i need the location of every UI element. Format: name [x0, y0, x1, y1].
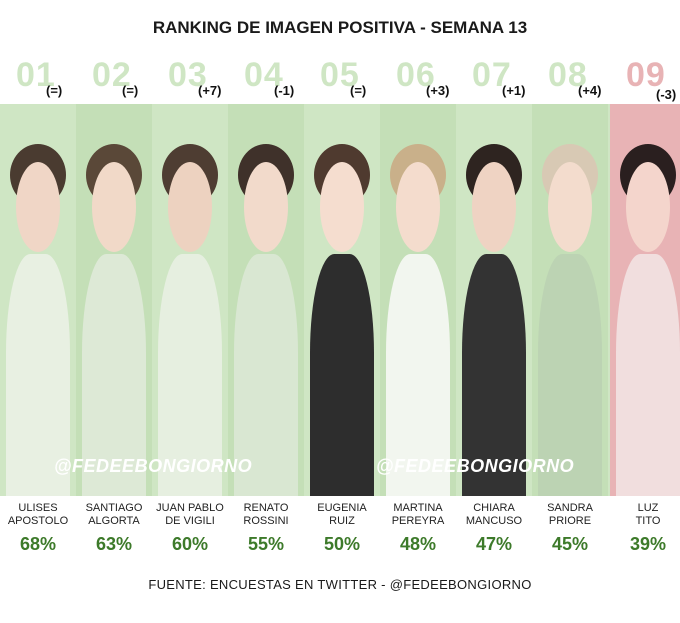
candidate-name: CHIARA MANCUSO [456, 502, 532, 528]
portrait-body [462, 254, 526, 496]
candidate-name: MARTINA PEREYRA [380, 502, 456, 528]
rank-number: 02 [92, 56, 132, 94]
portrait-body [538, 254, 602, 496]
candidate-name-line: LUZ [637, 502, 659, 514]
photo-column [610, 104, 680, 496]
portrait-face [472, 162, 516, 252]
rank-change: (+7) [198, 83, 222, 98]
candidate-name: RENATO ROSSINI [228, 502, 304, 528]
candidate-name: ULISES APOSTOLO [0, 502, 76, 528]
rank-change: (+1) [502, 83, 526, 98]
rank-change: (+3) [426, 83, 450, 98]
portrait-face [244, 162, 288, 252]
value-label: 50% [323, 534, 361, 554]
value-label: 45% [551, 534, 589, 554]
portrait-face [396, 162, 440, 252]
candidate-name-line: ALGORTA [88, 515, 140, 527]
portrait-body [158, 254, 222, 496]
candidate-name: JUAN PABLO DE VIGILI [152, 502, 228, 528]
value-label: 39% [629, 534, 667, 554]
candidate-name: EUGENIA RUIZ [304, 502, 380, 528]
portrait-body [310, 254, 374, 496]
photo-column [152, 104, 228, 496]
rank-number: 04 [244, 56, 284, 94]
chart-title: RANKING DE IMAGEN POSITIVA - SEMANA 13 [152, 18, 528, 37]
candidate-name: SANTIAGO ALGORTA [76, 502, 152, 528]
photo-column [0, 104, 76, 496]
portrait-body [386, 254, 450, 496]
value-label: 68% [19, 534, 57, 554]
portrait-face [168, 162, 212, 252]
candidate-name-line: CHIARA [473, 502, 515, 514]
rank-number: 03 [168, 56, 208, 94]
rank-number: 08 [548, 56, 588, 94]
rank-change: (=) [46, 83, 63, 98]
rank-change: (-3) [656, 87, 677, 102]
value-label: 48% [399, 534, 437, 554]
candidate-name-line: JUAN PABLO [156, 502, 224, 514]
watermark: @FEDEEBONGIORNO [54, 456, 253, 476]
rank-number: 05 [320, 56, 360, 94]
candidate-name-line: DE VIGILI [165, 515, 215, 527]
photo-column [76, 104, 152, 496]
rank-number: 01 [16, 56, 56, 94]
candidate-name-line: RENATO [243, 502, 289, 514]
value-label: 55% [247, 534, 285, 554]
candidate-name-line: PEREYRA [391, 515, 445, 527]
photo-column [532, 104, 608, 496]
photo-strip [0, 104, 680, 496]
candidate-name-line: PRIORE [548, 515, 592, 527]
candidate-name-line: EUGENIA [317, 502, 367, 514]
photo-column [304, 104, 380, 496]
portrait-body [6, 254, 70, 496]
source-note: FUENTE: ENCUESTAS EN TWITTER - @FEDEEBON… [148, 577, 532, 592]
candidate-name-line: ROSSINI [243, 515, 289, 527]
rank-number: 07 [472, 56, 512, 94]
watermark: @FEDEEBONGIORNO [376, 456, 575, 476]
portrait-face [548, 162, 592, 252]
rank-change: (-1) [274, 83, 295, 98]
candidate-name-line: SANDRA [547, 502, 593, 514]
value-label: 63% [95, 534, 133, 554]
candidate-name: LUZ TITO [610, 502, 680, 528]
candidate-name-line: TITO [635, 515, 661, 527]
candidate-name-line: APOSTOLO [7, 515, 69, 527]
portrait-body [616, 254, 680, 496]
candidate-name-line: MARTINA [393, 502, 443, 514]
candidate-name-line: MANCUSO [465, 515, 523, 527]
rank-number: 06 [396, 56, 436, 94]
rank-change: (=) [122, 83, 139, 98]
portrait-face [320, 162, 364, 252]
candidate-name-line: ULISES [18, 502, 58, 514]
portrait-body [82, 254, 146, 496]
candidate-name-line: SANTIAGO [85, 502, 143, 514]
portrait-face [16, 162, 60, 252]
value-label: 47% [475, 534, 513, 554]
photo-column [228, 104, 304, 496]
portrait-body [234, 254, 298, 496]
value-label: 60% [171, 534, 209, 554]
photo-column [456, 104, 532, 496]
candidate-name: SANDRA PRIORE [532, 502, 608, 528]
candidate-name-line: RUIZ [329, 515, 355, 527]
rank-change: (=) [350, 83, 367, 98]
photo-column [380, 104, 456, 496]
portrait-face [626, 162, 670, 252]
portrait-face [92, 162, 136, 252]
rank-number: 09 [626, 56, 666, 94]
rank-change: (+4) [578, 83, 602, 98]
